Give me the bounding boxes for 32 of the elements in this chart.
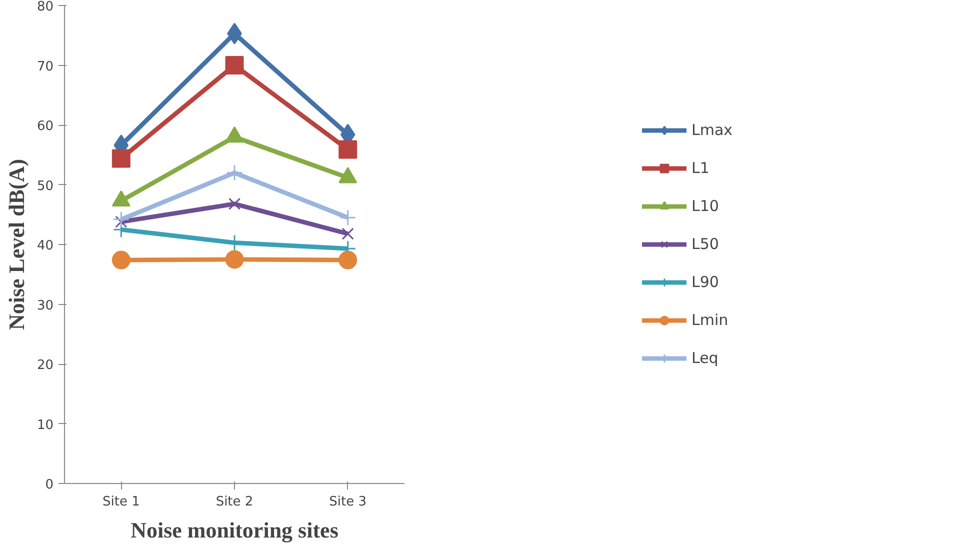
legend-label: L50 xyxy=(691,235,719,253)
point xyxy=(112,211,130,228)
y-tick-label: 10 xyxy=(36,418,54,433)
y-tick-label: 0 xyxy=(45,478,54,492)
point xyxy=(225,250,244,269)
point xyxy=(225,56,244,74)
y-tick-label: 80 xyxy=(36,0,54,14)
point xyxy=(338,140,358,159)
y-tick-label: 50 xyxy=(36,178,54,194)
y-tick-label: 60 xyxy=(36,119,54,134)
y-tick-label: 20 xyxy=(36,358,54,373)
x-axis-title: Noise monitoring sites xyxy=(130,518,339,542)
legend-label: L90 xyxy=(691,273,719,291)
point xyxy=(342,228,354,240)
point xyxy=(338,250,358,270)
point xyxy=(226,164,243,182)
x-tick-label: Site 1 xyxy=(102,494,140,510)
point xyxy=(112,250,130,270)
x-tick-label: Site 2 xyxy=(216,494,254,510)
legend-label: Lmax xyxy=(691,121,733,139)
y-tick-label: 40 xyxy=(36,238,54,254)
point xyxy=(340,209,356,226)
legend-label: L10 xyxy=(691,197,719,215)
x-tick-label: Site 3 xyxy=(329,494,367,510)
point xyxy=(112,149,130,168)
legend-label: Leq xyxy=(691,349,718,367)
y-axis-title: Noise Level dB(A) xyxy=(4,158,29,330)
legend-label: L1 xyxy=(691,159,710,177)
y-tick-label: 70 xyxy=(36,59,54,74)
y-tick-label: 30 xyxy=(36,298,54,314)
legend-label: Lmin xyxy=(691,311,728,329)
point xyxy=(228,198,241,210)
